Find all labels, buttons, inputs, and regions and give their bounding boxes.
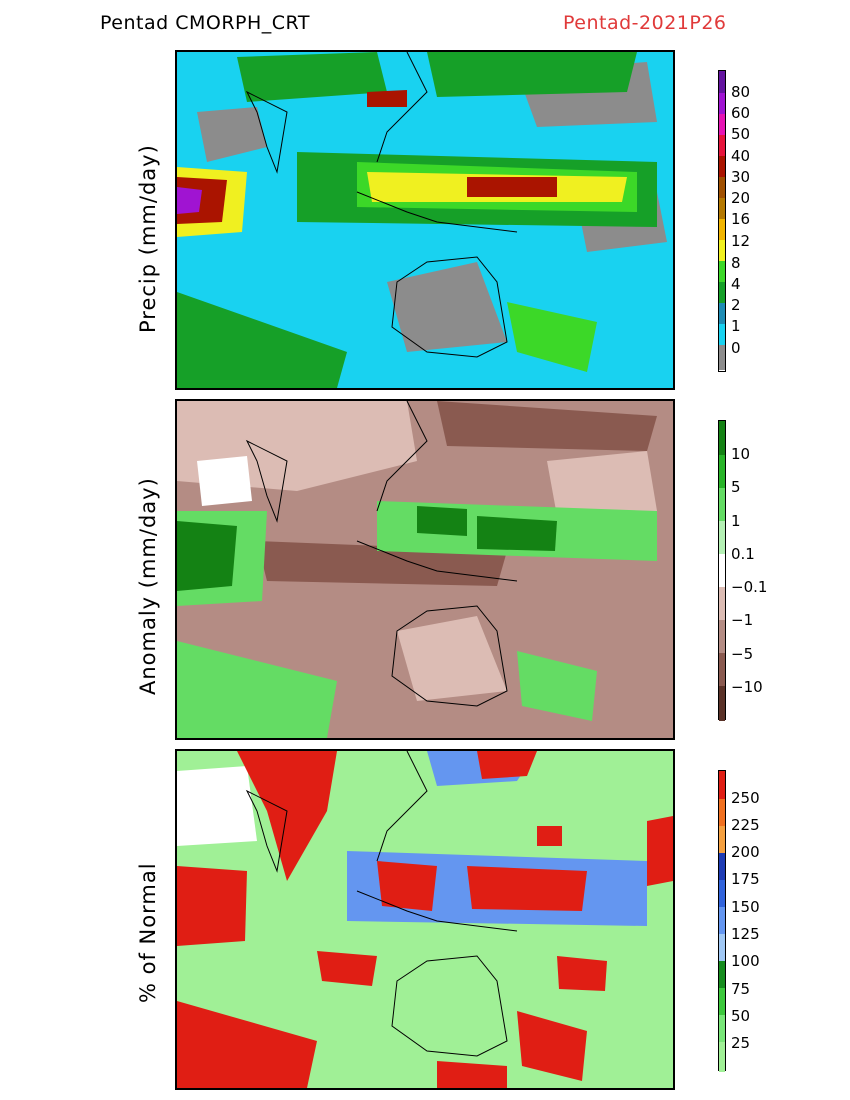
percent-normal-tick: 25 <box>731 1034 751 1052</box>
anomaly-map <box>175 399 675 740</box>
percent-normal-tick: 200 <box>731 843 760 861</box>
percent-normal-tick: 225 <box>731 816 760 834</box>
precip-tick: 12 <box>731 232 751 250</box>
percent-normal-tick: 150 <box>731 898 760 916</box>
precip-tick: 20 <box>731 189 751 207</box>
anomaly-colorbar <box>718 420 726 721</box>
precip-tick: 30 <box>731 168 751 186</box>
percent-normal-tick: 100 <box>731 952 760 970</box>
anomaly-tick: 1 <box>731 512 741 530</box>
anomaly-tick: −0.1 <box>731 578 768 596</box>
precip-tick: 0 <box>731 339 741 357</box>
percent-normal-colorbar <box>718 770 726 1072</box>
precip-axis-label: Precip (mm/day) <box>136 144 160 333</box>
precip-tick: 60 <box>731 104 751 122</box>
percent-normal-tick: 50 <box>731 1007 751 1025</box>
anomaly-axis-label: Anomaly (mm/day) <box>136 477 160 695</box>
product-title: Pentad CMORPH_CRT <box>100 12 310 34</box>
anomaly-tick: −5 <box>731 645 754 663</box>
precip-tick: 2 <box>731 296 741 314</box>
anomaly-tick: −1 <box>731 611 754 629</box>
precip-tick: 16 <box>731 210 751 228</box>
percent-normal-tick: 250 <box>731 789 760 807</box>
period-title: Pentad-2021P26 <box>563 12 727 34</box>
percent-normal-tick: 125 <box>731 925 760 943</box>
percent-normal-tick: 175 <box>731 870 760 888</box>
precip-map <box>175 50 675 390</box>
anomaly-tick: 10 <box>731 445 751 463</box>
precip-tick: 40 <box>731 147 751 165</box>
anomaly-tick: −10 <box>731 678 763 696</box>
precip-colorbar <box>718 70 726 372</box>
precip-tick: 50 <box>731 125 751 143</box>
anomaly-tick: 5 <box>731 478 741 496</box>
precip-tick: 4 <box>731 275 741 293</box>
anomaly-tick: 0.1 <box>731 545 755 563</box>
percent-normal-tick: 75 <box>731 980 751 998</box>
percent-normal-axis-label: % of Normal <box>136 862 160 1003</box>
precip-tick: 80 <box>731 83 751 101</box>
percent-normal-map <box>175 749 675 1090</box>
precip-tick: 8 <box>731 254 741 272</box>
precip-tick: 1 <box>731 317 741 335</box>
